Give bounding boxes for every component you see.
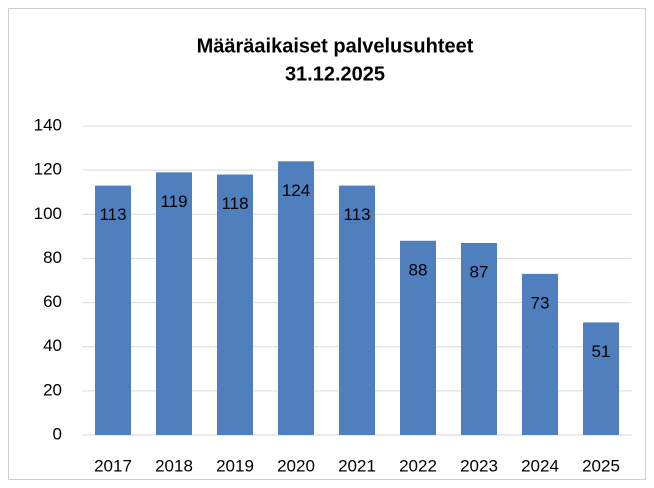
data-label: 124 [282, 181, 310, 200]
bar [400, 240, 436, 435]
bar [278, 161, 314, 436]
data-label: 73 [531, 293, 550, 312]
data-label: 87 [470, 262, 489, 281]
y-tick-label: 40 [43, 336, 62, 355]
bar [156, 172, 192, 435]
y-tick-label: 100 [34, 204, 62, 223]
y-tick-label: 0 [53, 424, 62, 443]
data-label: 113 [343, 205, 370, 224]
bar [461, 242, 497, 435]
bar [339, 185, 375, 435]
x-tick-label: 2025 [582, 456, 620, 475]
data-label: 88 [409, 260, 428, 279]
bar [522, 273, 558, 435]
x-tick-label: 2019 [216, 456, 254, 475]
x-tick-label: 2017 [94, 456, 132, 475]
chart-subtitle: 31.12.2025 [285, 63, 385, 85]
x-tick-label: 2021 [338, 456, 376, 475]
x-tick-label: 2018 [155, 456, 193, 475]
y-tick-label: 60 [43, 292, 62, 311]
data-label: 118 [221, 194, 248, 213]
x-tick-label: 2020 [277, 456, 315, 475]
data-label: 113 [99, 205, 126, 224]
y-tick-label: 80 [43, 248, 62, 267]
chart-title: Määräaikaiset palvelusuhteet [197, 35, 474, 57]
data-label: 51 [592, 342, 611, 361]
x-tick-label: 2023 [460, 456, 498, 475]
data-label: 119 [160, 192, 187, 211]
bar [95, 185, 131, 435]
x-tick-label: 2022 [399, 456, 437, 475]
y-tick-label: 120 [34, 160, 62, 179]
bar [583, 322, 619, 435]
y-tick-label: 20 [43, 380, 62, 399]
bar [217, 174, 253, 436]
x-tick-label: 2024 [521, 456, 559, 475]
y-tick-label: 140 [34, 115, 62, 134]
